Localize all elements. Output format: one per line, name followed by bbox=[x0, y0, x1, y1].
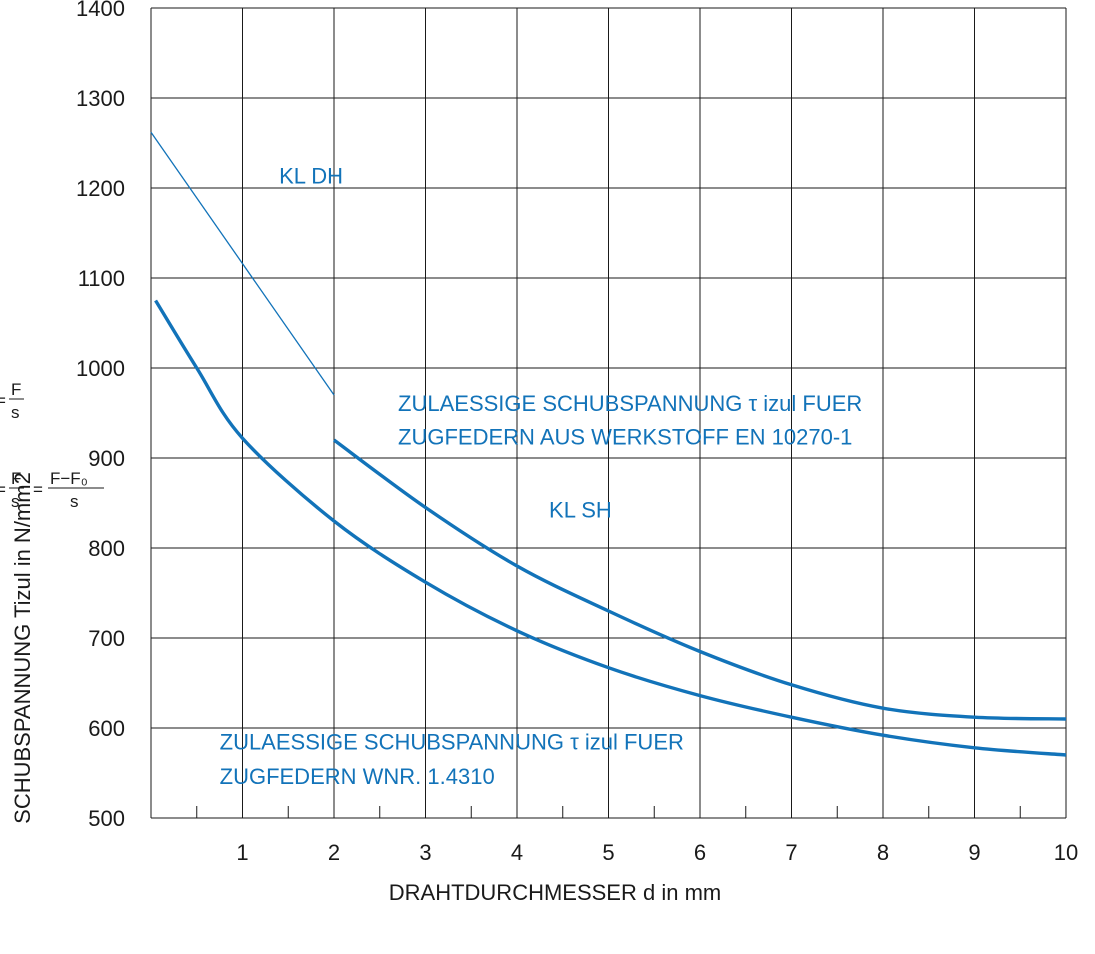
minor-ticks bbox=[196, 806, 1021, 818]
annotation-5: ZULAESSIGE SCHUBSPANNUNG τ izul FUER bbox=[220, 730, 684, 755]
x-tick-label: 1 bbox=[236, 840, 248, 865]
y-tick-label: 1200 bbox=[76, 176, 125, 201]
grid bbox=[150, 7, 1067, 819]
x-tick-labels: 1 2 3 4 5 6 7 8 9 10 bbox=[236, 840, 1078, 865]
annotation-4: ZUGFEDERN AUS WERKSTOFF EN 10270-1 bbox=[398, 425, 852, 450]
formula-fragment-2: = F s = F−F₀ s bbox=[0, 469, 104, 511]
y-tick-label: 1300 bbox=[76, 86, 125, 111]
series-line-3 bbox=[154, 299, 1067, 757]
x-tick-label: 2 bbox=[328, 840, 340, 865]
y-tick-label: 900 bbox=[88, 446, 125, 471]
x-tick-label: 10 bbox=[1054, 840, 1078, 865]
x-tick-label: 5 bbox=[602, 840, 614, 865]
y-tick-label: 600 bbox=[88, 716, 125, 741]
svg-text:=: = bbox=[0, 391, 6, 410]
annotation-6: ZUGFEDERN WNR. 1.4310 bbox=[220, 764, 495, 789]
svg-text:=: = bbox=[33, 480, 43, 499]
y-tick-label: 800 bbox=[88, 536, 125, 561]
y-tick-labels: 500 600 700 800 900 1000 1100 1200 1300 1400 bbox=[76, 0, 125, 831]
x-tick-label: 3 bbox=[419, 840, 431, 865]
y-axis-title: SCHUBSPANNUNG Tizul in N/mm2 bbox=[10, 472, 35, 824]
y-tick-label: 1000 bbox=[76, 356, 125, 381]
annotation-1: KL DH bbox=[279, 164, 343, 189]
svg-text:F−F₀: F−F₀ bbox=[50, 469, 88, 488]
x-axis-title: DRAHTDURCHMESSER d in mm bbox=[389, 880, 721, 905]
x-tick-label: 7 bbox=[785, 840, 797, 865]
annotation-3: ZULAESSIGE SCHUBSPANNUNG τ izul FUER bbox=[398, 391, 862, 416]
svg-text:s: s bbox=[11, 492, 20, 511]
x-tick-label: 8 bbox=[877, 840, 889, 865]
series-line-1 bbox=[150, 131, 335, 396]
svg-text:F: F bbox=[11, 380, 21, 399]
y-tick-label: 500 bbox=[88, 806, 125, 831]
series-group bbox=[150, 131, 1067, 757]
y-tick-label: 1400 bbox=[76, 0, 125, 21]
annotations: KL DH KL SH ZULAESSIGE SCHUBSPANNUNG τ izu… bbox=[220, 164, 863, 789]
svg-text:=: = bbox=[0, 480, 6, 499]
svg-text:F: F bbox=[11, 469, 21, 488]
x-tick-label: 6 bbox=[694, 840, 706, 865]
annotation-2: KL SH bbox=[549, 497, 612, 522]
formula-fragment-1: = F s bbox=[0, 380, 24, 422]
svg-text:s: s bbox=[11, 403, 20, 422]
y-tick-label: 700 bbox=[88, 626, 125, 651]
x-tick-label: 4 bbox=[511, 840, 523, 865]
svg-text:s: s bbox=[70, 492, 79, 511]
series-line-2 bbox=[332, 438, 1067, 721]
x-tick-label: 9 bbox=[968, 840, 980, 865]
y-tick-label: 1100 bbox=[78, 266, 125, 291]
